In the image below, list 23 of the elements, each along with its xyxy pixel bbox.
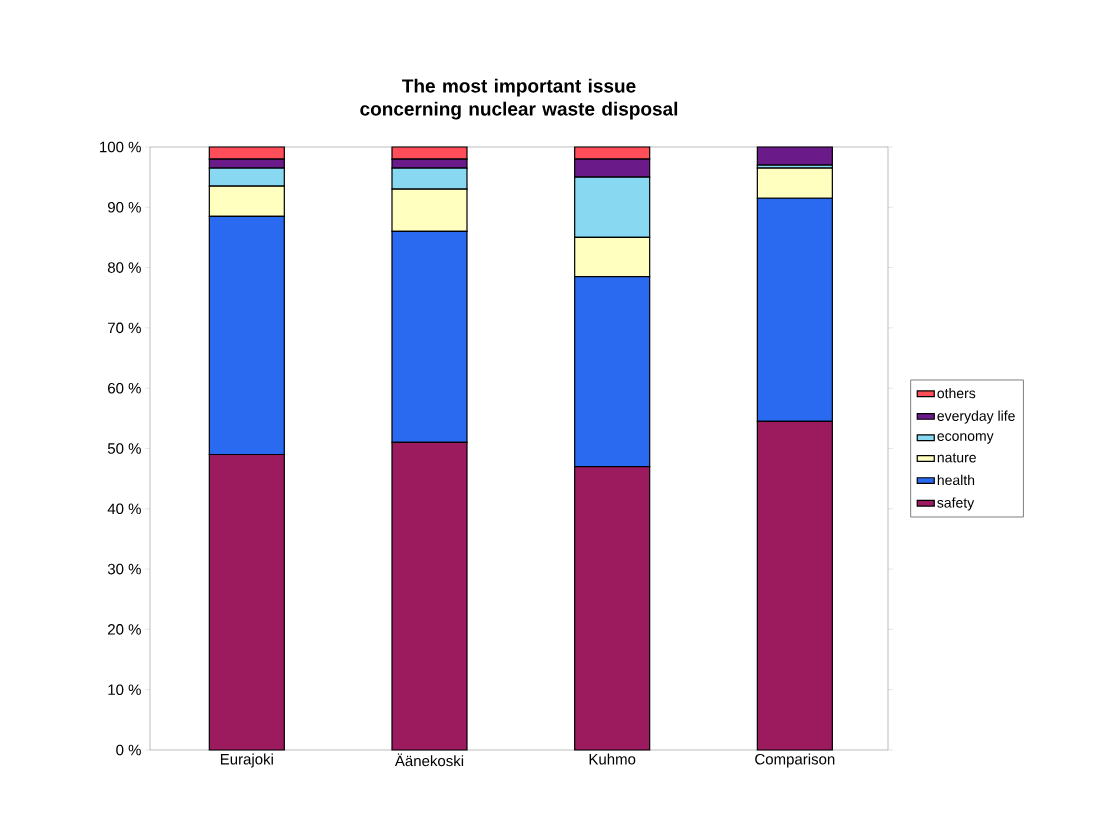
y-tick-label: 100 % [100,141,141,153]
y-tick-label: 50 % [107,443,141,454]
y-tick-label: 0 % [116,744,141,756]
legend-label: others [937,387,976,399]
y-tick-label: 80 % [107,262,141,273]
y-tick-label: 20 % [108,624,141,635]
x-tick-label: Comparison [755,753,835,768]
legend-label: safety [937,497,975,511]
x-tick-label: Kuhmo [589,753,636,765]
y-tick-label: 40 % [107,503,141,515]
y-tick-label: 70 % [108,322,141,334]
y-tick-label: 90 % [107,201,141,213]
y-tick-label: 10 % [108,684,141,695]
legend-label: nature [937,453,976,463]
chart-title: The most important issue concerning nuclear waste disposal [360,78,678,120]
legend-label: health [937,474,975,486]
y-tick-label: 60 % [108,382,141,394]
bar [756,146,833,166]
legend-label: economy [937,433,994,444]
x-tick-label: Eurajoki [220,753,273,768]
legend-label: everyday life [937,410,1015,424]
x-tick-label: Äänekoski [394,753,464,767]
y-tick-label: 30 % [107,563,141,575]
